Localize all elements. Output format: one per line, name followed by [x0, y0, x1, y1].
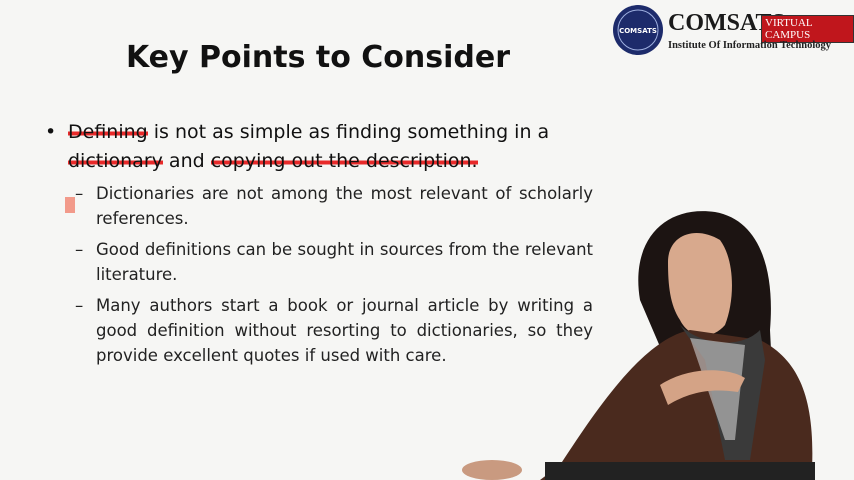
sub-bullet: – Good definitions can be sought in sourc… — [75, 237, 593, 287]
sub-bullet: – Many authors start a book or journal ar… — [75, 293, 593, 368]
highlighted-text: copying out the description. — [210, 150, 478, 172]
dash: – — [75, 184, 84, 203]
sub-bullet-text: Many authors start a book or journal art… — [96, 296, 593, 365]
podium — [545, 462, 815, 480]
red-marker — [65, 197, 75, 213]
logo-badge-text: COMSATS — [619, 27, 657, 35]
bullet: • Defining is not as simple as finding s… — [45, 118, 595, 176]
bullet-dot: • — [45, 121, 57, 143]
sub-bullet: – Dictionaries are not among the most rel… — [75, 181, 593, 231]
bullet-text: Defining is not as simple as finding som… — [68, 118, 595, 176]
hand-left — [462, 460, 522, 480]
slide-title: Key Points to Consider — [125, 40, 511, 75]
highlighted-text: Defining — [68, 121, 148, 143]
sub-bullet-text: Dictionaries are not among the most rele… — [96, 184, 593, 228]
face — [668, 233, 732, 336]
text: is not as simple as finding something in… — [147, 121, 550, 143]
sub-bullet-text: Good definitions can be sought in source… — [96, 240, 593, 284]
text: and — [162, 150, 211, 172]
dash: – — [75, 240, 84, 259]
dash: – — [75, 296, 84, 315]
sub-bullets: – Dictionaries are not among the most rel… — [75, 181, 593, 374]
logo-badge-ring — [617, 9, 659, 51]
hand — [660, 370, 745, 405]
logo-badge-circle — [613, 5, 663, 55]
logo-tag: VIRTUAL CAMPUS — [761, 15, 854, 43]
logo-subtitle: Institute Of Information Technology — [668, 40, 832, 51]
highlighted-text: dictionary — [68, 150, 163, 172]
